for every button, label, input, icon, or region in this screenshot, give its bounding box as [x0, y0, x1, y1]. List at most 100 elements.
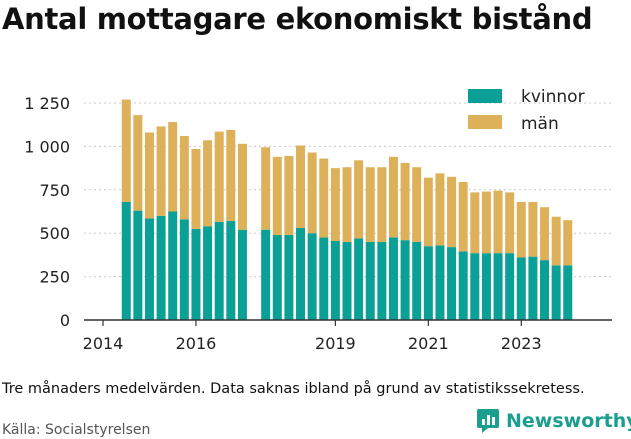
- bar-kvinnor: [272, 234, 282, 320]
- brand-name: Newsworthy: [506, 410, 631, 432]
- bar-man: [458, 181, 468, 252]
- bar-man: [330, 168, 340, 242]
- bar-kvinnor: [516, 257, 526, 320]
- y-tick-label: 250: [39, 268, 70, 287]
- x-tick-label: 2023: [501, 334, 542, 353]
- bar-kvinnor: [551, 265, 561, 320]
- bar-kvinnor: [505, 253, 515, 320]
- bar-kvinnor: [133, 210, 143, 320]
- chart: 0 250 500 750 1 000 1 250 2014 2016 2019 2021 202…: [24, 87, 612, 353]
- bar-kvinnor: [121, 201, 131, 320]
- bar-man: [447, 176, 457, 248]
- bar-kvinnor: [261, 229, 271, 320]
- bar-kvinnor: [470, 253, 480, 320]
- y-tick-label: 1 250: [24, 94, 70, 113]
- bar-kvinnor: [319, 237, 329, 320]
- bar-man: [226, 129, 236, 222]
- bar-man: [284, 155, 294, 235]
- bar-man: [377, 167, 387, 242]
- x-tick-label: 2016: [176, 334, 217, 353]
- bar-kvinnor: [179, 219, 189, 320]
- bar-kvinnor: [377, 241, 387, 320]
- bar-man: [551, 216, 561, 266]
- bar-kvinnor: [412, 241, 422, 320]
- legend-label-man: män: [521, 114, 559, 134]
- bar-man: [179, 135, 189, 220]
- bar-man: [121, 99, 131, 202]
- bar-man: [435, 173, 445, 246]
- bar-kvinnor: [400, 240, 410, 320]
- bars: [121, 99, 573, 320]
- bar-man: [203, 140, 213, 227]
- x-tick-label: 2019: [315, 334, 356, 353]
- bar-man: [423, 177, 433, 247]
- bar-man: [156, 126, 166, 216]
- bar-kvinnor: [214, 221, 224, 320]
- bar-man: [528, 201, 538, 257]
- bar-man: [365, 167, 375, 242]
- bar-man: [342, 167, 352, 242]
- bar-man: [261, 147, 271, 230]
- y-tick-label: 0: [60, 311, 70, 330]
- bar-man: [307, 152, 317, 234]
- bar-kvinnor: [388, 237, 398, 320]
- bar-man: [319, 158, 329, 238]
- bar-kvinnor: [365, 241, 375, 320]
- brand-logo: Newsworthy: [476, 408, 631, 434]
- chart-caption: Tre månaders medelvärden. Data saknas ib…: [2, 381, 585, 397]
- legend-swatch-man: [468, 115, 502, 129]
- x-tick-label: 2021: [408, 334, 449, 353]
- bar-kvinnor: [144, 218, 154, 320]
- bar-kvinnor: [435, 245, 445, 320]
- bar-kvinnor: [203, 226, 213, 320]
- legend-label-kvinnor: kvinnor: [521, 87, 585, 107]
- bar-man: [563, 220, 573, 266]
- y-tick-label: 750: [39, 181, 70, 200]
- x-tick-label: 2014: [83, 334, 124, 353]
- source-note: Källa: Socialstyrelsen: [2, 422, 151, 438]
- bar-man: [296, 145, 306, 228]
- bar-man: [168, 122, 178, 212]
- x-axis: 2014 2016 2019 2021 2023: [83, 319, 612, 353]
- bar-kvinnor: [284, 234, 294, 320]
- bar-kvinnor: [342, 241, 352, 320]
- bar-man: [516, 201, 526, 258]
- bar-kvinnor: [493, 253, 503, 320]
- y-axis: 0 250 500 750 1 000 1 250: [24, 94, 70, 330]
- chart-title: Antal mottagare ekonomiskt bistånd: [2, 2, 593, 36]
- bar-man: [388, 156, 398, 238]
- bar-kvinnor: [481, 253, 491, 320]
- bar-man: [505, 192, 515, 254]
- bar-kvinnor: [563, 265, 573, 320]
- bar-kvinnor: [540, 260, 550, 320]
- bar-kvinnor: [156, 215, 166, 320]
- bar-kvinnor: [447, 247, 457, 320]
- bar-man: [400, 162, 410, 241]
- bar-man: [272, 156, 282, 235]
- bar-man: [354, 160, 364, 239]
- bar-kvinnor: [423, 246, 433, 320]
- bar-kvinnor: [168, 211, 178, 320]
- bar-man: [214, 131, 224, 222]
- bar-kvinnor: [354, 238, 364, 320]
- bar-man: [412, 167, 422, 242]
- bar-kvinnor: [330, 241, 340, 320]
- bar-man: [540, 207, 550, 261]
- bar-man: [493, 190, 503, 254]
- y-tick-label: 500: [39, 224, 70, 243]
- bar-man: [237, 143, 247, 230]
- bar-kvinnor: [458, 251, 468, 320]
- bar-kvinnor: [237, 229, 247, 320]
- y-tick-label: 1 000: [24, 137, 70, 156]
- newsworthy-logo-icon: [477, 409, 499, 433]
- bar-kvinnor: [226, 221, 236, 320]
- bar-man: [481, 191, 491, 254]
- bar-man: [144, 132, 154, 219]
- bar-kvinnor: [191, 228, 201, 320]
- bar-kvinnor: [528, 256, 538, 320]
- legend: kvinnor män: [468, 87, 585, 134]
- legend-swatch-kvinnor: [468, 89, 502, 103]
- bar-man: [470, 192, 480, 254]
- bar-man: [133, 115, 143, 211]
- bar-kvinnor: [296, 227, 306, 320]
